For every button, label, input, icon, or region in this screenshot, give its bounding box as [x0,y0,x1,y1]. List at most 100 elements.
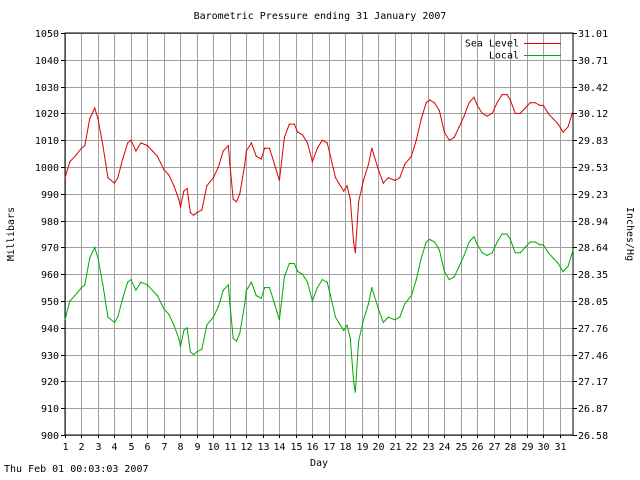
data-point-sea-level [410,155,412,157]
data-point-sea-level [283,136,285,139]
data-point-sea-level [562,131,564,133]
data-point-local [168,313,170,315]
x-tick-label: 17 [323,442,335,453]
y-tick-label: 1030 [35,83,59,94]
y2-axis-label: Inches/Hg [624,207,635,261]
data-point-sea-level [193,214,195,216]
y-tick-label: 1010 [35,136,59,147]
data-point-local [425,241,427,243]
y2-tick-label: 28.94 [578,217,608,228]
x-tick-label: 5 [128,442,134,453]
data-point-sea-level [524,107,526,109]
data-point-sea-level [122,158,124,160]
data-point-sea-level [206,185,208,187]
data-point-local [458,265,460,267]
data-point-local [186,327,188,329]
data-point-local [283,276,285,278]
data-point-local [232,337,234,340]
data-point-local [278,319,280,321]
x-tick-label: 11 [224,442,236,453]
y-tick-label: 1050 [35,29,59,40]
data-point-local [329,295,332,297]
chart-grid [65,33,573,436]
data-point-sea-level [264,147,266,149]
data-point-local [264,287,266,289]
legend-label: Local [489,51,519,62]
left-axis-ticks: 900 910 920 930 940 950 960 970 980 990 1000 1010 10… [35,29,65,442]
data-point-sea-level [255,155,257,157]
data-point-sea-level [443,131,445,133]
data-point-local [557,262,559,265]
data-point-sea-level [425,102,427,104]
y2-tick-label: 31.01 [578,29,608,40]
data-point-local [244,303,246,305]
data-point-sea-level [227,145,229,147]
data-point-local [428,238,431,240]
data-point-local [539,244,541,246]
data-point-sea-level [343,190,345,192]
data-point-local [353,380,355,382]
data-point-local [311,300,313,302]
y2-tick-label: 26.58 [578,431,608,442]
data-point-sea-level [186,187,188,189]
data-point-local [387,316,389,318]
data-point-sea-level [130,139,132,141]
data-point-sea-level [297,131,299,133]
data-point-sea-level [273,163,276,165]
data-point-local [501,233,503,235]
data-point-sea-level [244,163,246,165]
data-point-sea-level [473,96,475,98]
data-point-local [163,308,165,310]
y-tick-label: 930 [41,351,59,362]
data-point-sea-level [301,134,304,136]
data-point-local [448,279,450,281]
data-point-local [529,241,531,243]
data-point-local [217,305,219,307]
data-point-local [509,238,511,240]
data-point-sea-level [334,177,337,179]
x-tick-label: 30 [537,442,549,453]
data-point-local [382,321,384,323]
data-point-sea-level [212,177,214,179]
data-point-sea-level [567,126,569,128]
data-point-local [453,276,455,278]
data-point-sea-level [394,179,396,181]
y2-tick-label: 30.71 [578,56,608,67]
data-point-local [151,289,153,291]
data-point-local [358,340,360,342]
data-point-local [415,279,417,281]
data-point-local [288,262,290,265]
data-point-sea-level [288,123,290,125]
data-point-sea-level [321,139,323,141]
data-point-sea-level [362,179,365,181]
y-tick-label: 1020 [35,109,59,120]
data-point-local [514,252,516,254]
data-point-sea-level [117,177,119,179]
data-point-sea-level [433,102,436,104]
x-tick-label: 29 [521,442,533,453]
right-axis-ticks: 26.58 26.87 27.17 27.46 27.76 28.05 28.35 28.64… [573,29,608,442]
y-tick-label: 990 [41,190,59,201]
data-point-local [486,254,488,256]
data-point-sea-level [140,142,142,144]
data-point-local [346,324,348,326]
data-point-local [255,295,257,297]
y-tick-label: 970 [41,243,59,254]
data-point-local [567,265,569,267]
data-point-local [433,241,436,243]
data-point-local [97,257,99,259]
x-tick-label: 1 [62,442,68,453]
data-point-local [306,281,309,283]
data-point-local [206,324,208,326]
x-tick-label: 31 [554,442,566,453]
y-tick-label: 980 [41,217,59,228]
x-tick-label: 27 [488,442,500,453]
data-point-local [542,244,544,246]
x-tick-label: 19 [356,442,368,453]
x-tick-label: 23 [422,442,434,453]
data-point-local [227,284,229,286]
series-line-sea-level [64,94,574,253]
data-point-sea-level [168,174,170,176]
data-point-sea-level [438,110,440,112]
